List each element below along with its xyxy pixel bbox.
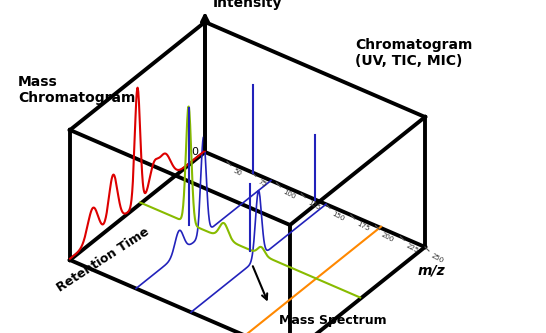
Text: 75: 75 <box>257 178 268 188</box>
Text: Mass Spectrum: Mass Spectrum <box>279 314 387 327</box>
Text: 100: 100 <box>282 189 296 200</box>
Text: Retention Time: Retention Time <box>55 225 152 295</box>
Text: 225: 225 <box>405 242 420 254</box>
Text: 150: 150 <box>331 210 346 222</box>
Text: Chromatogram
(UV, TIC, MIC): Chromatogram (UV, TIC, MIC) <box>355 38 472 68</box>
Text: 50: 50 <box>232 167 242 177</box>
Text: m/z: m/z <box>417 264 445 278</box>
Text: 250: 250 <box>430 253 444 264</box>
Text: 200: 200 <box>381 232 395 243</box>
Text: 0: 0 <box>192 147 199 157</box>
Text: Intensity: Intensity <box>213 0 282 11</box>
Text: 175: 175 <box>356 221 370 232</box>
Text: Mass
Chromatogram: Mass Chromatogram <box>18 75 135 105</box>
Text: 125: 125 <box>306 199 321 211</box>
